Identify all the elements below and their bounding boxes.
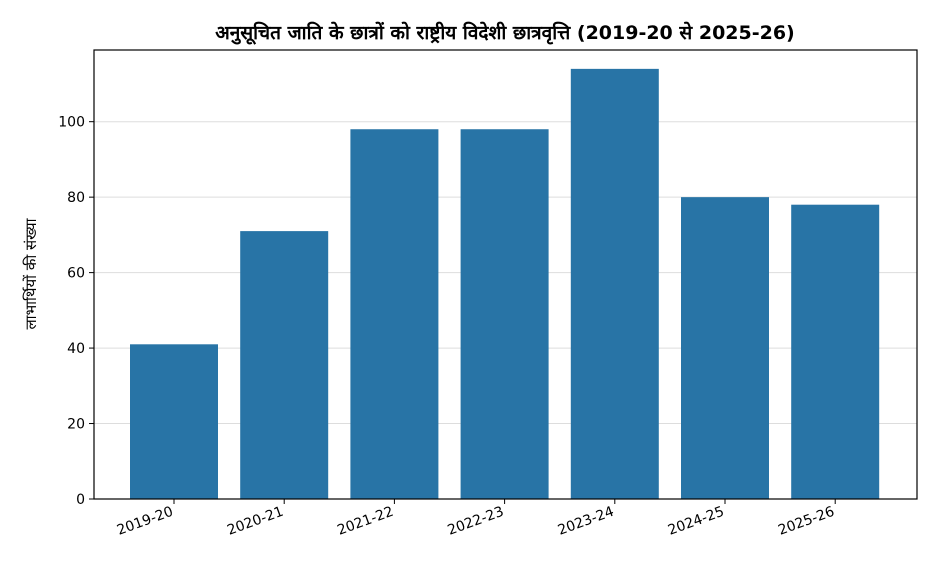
x-tick-label: 2025-26 <box>776 504 837 539</box>
y-tick-label: 0 <box>76 492 85 508</box>
bar-2022-23 <box>460 129 549 499</box>
chart-title: अनुसूचित जाति के छात्रों को राष्ट्रीय वि… <box>215 21 795 45</box>
bar-2020-21 <box>240 231 329 499</box>
x-tick-label: 2024-25 <box>666 504 726 539</box>
bar-2024-25 <box>681 197 769 500</box>
bar-2021-22 <box>350 129 439 499</box>
x-axis-ticks: 2019-20 2020-21 2021-22 2022-23 2023-24 2024-… <box>115 499 837 539</box>
x-tick-label: 2023-24 <box>556 504 617 539</box>
bars <box>130 68 880 500</box>
x-tick-label: 2022-23 <box>446 504 506 539</box>
y-tick-label: 100 <box>58 115 85 131</box>
x-tick-label: 2021-22 <box>335 504 395 539</box>
y-tick-label: 60 <box>67 266 85 282</box>
y-tick-label: 40 <box>67 341 85 357</box>
bar-2023-24 <box>570 68 659 500</box>
y-axis-label: लाभार्थियों की संख्या <box>22 217 40 329</box>
y-tick-label: 80 <box>67 190 85 206</box>
x-tick-label: 2019-20 <box>115 504 175 539</box>
plot-frame <box>93 49 918 500</box>
y-axis-ticks: 0 20 40 60 80 100 <box>58 115 94 508</box>
bar-2019-20 <box>130 344 218 499</box>
bar-2025-26 <box>791 204 880 499</box>
x-tick-label: 2020-21 <box>225 504 285 539</box>
y-tick-label: 20 <box>67 417 85 433</box>
